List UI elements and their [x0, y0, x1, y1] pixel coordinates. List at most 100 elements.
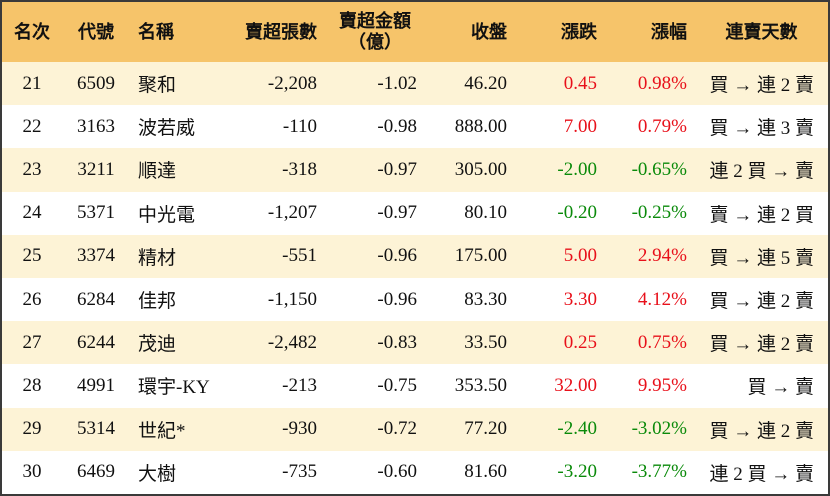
cell-name: 聚和 [130, 62, 225, 106]
table-body: 21 6509 聚和 -2,208 -1.02 46.20 0.45 0.98% 買 → 連 2… [2, 62, 828, 494]
cell-code: 3374 [62, 234, 130, 278]
cell-net-sell-lots: -318 [225, 148, 325, 192]
cell-sell-streak: 買 → 連 5 賣 [695, 234, 828, 278]
cell-rank: 29 [2, 407, 62, 451]
cell-code: 5314 [62, 407, 130, 451]
cell-change: 7.00 [515, 105, 605, 149]
cell-change-pct: 0.98% [605, 62, 695, 106]
cell-net-sell-amount: -1.02 [325, 62, 425, 106]
cell-change: -2.00 [515, 148, 605, 192]
cell-rank: 23 [2, 148, 62, 192]
cell-sell-streak: 連 2 買 → 賣 [695, 148, 828, 192]
cell-net-sell-lots: -2,482 [225, 321, 325, 365]
cell-code: 6469 [62, 450, 130, 494]
cell-name: 順達 [130, 148, 225, 192]
cell-code: 6509 [62, 62, 130, 106]
cell-change-pct: 4.12% [605, 277, 695, 322]
table-row: 27 6244 茂迪 -2,482 -0.83 33.50 0.25 0.75% 買 → 連 2… [2, 321, 828, 365]
cell-name: 環宇-KY [130, 364, 225, 408]
cell-sell-streak: 連 2 買 → 賣 [695, 450, 828, 494]
table-row: 22 3163 波若威 -110 -0.98 888.00 7.00 0.79% 買 → 連 3… [2, 105, 828, 149]
cell-sell-streak: 買 → 賣 [695, 364, 828, 408]
cell-name: 中光電 [130, 191, 225, 235]
header-change-pct: 漲幅 [605, 2, 695, 62]
cell-change-pct: 0.75% [605, 321, 695, 365]
cell-change-pct: 9.95% [605, 364, 695, 408]
cell-sell-streak: 買 → 連 3 賣 [695, 105, 828, 149]
cell-net-sell-lots: -2,208 [225, 62, 325, 106]
cell-close: 77.20 [425, 407, 515, 451]
cell-code: 4991 [62, 364, 130, 408]
cell-close: 33.50 [425, 321, 515, 365]
cell-code: 6284 [62, 277, 130, 322]
cell-net-sell-amount: -0.96 [325, 277, 425, 322]
cell-change: 0.45 [515, 62, 605, 106]
cell-sell-streak: 賣 → 連 2 買 [695, 191, 828, 235]
cell-change: -2.40 [515, 407, 605, 451]
cell-name: 大樹 [130, 450, 225, 494]
cell-sell-streak: 買 → 連 2 賣 [695, 321, 828, 365]
cell-close: 81.60 [425, 450, 515, 494]
cell-change: 3.30 [515, 277, 605, 322]
header-net-sell-lots: 賣超張數 [225, 2, 325, 62]
cell-rank: 28 [2, 364, 62, 408]
cell-change: 5.00 [515, 234, 605, 278]
cell-close: 353.50 [425, 364, 515, 408]
cell-net-sell-lots: -930 [225, 407, 325, 451]
table-row: 28 4991 環宇-KY -213 -0.75 353.50 32.00 9.95% 買 → … [2, 364, 828, 408]
cell-rank: 30 [2, 450, 62, 494]
cell-close: 175.00 [425, 234, 515, 278]
header-name: 名稱 [130, 2, 225, 62]
cell-change-pct: -0.65% [605, 148, 695, 192]
cell-name: 波若威 [130, 105, 225, 149]
table-row: 23 3211 順達 -318 -0.97 305.00 -2.00 -0.65% 連 2 買 … [2, 148, 828, 192]
cell-net-sell-lots: -1,207 [225, 191, 325, 235]
cell-net-sell-amount: -0.60 [325, 450, 425, 494]
cell-net-sell-lots: -735 [225, 450, 325, 494]
cell-net-sell-amount: -0.98 [325, 105, 425, 149]
cell-rank: 22 [2, 105, 62, 149]
cell-rank: 25 [2, 234, 62, 278]
cell-net-sell-amount: -0.97 [325, 148, 425, 192]
table-row: 21 6509 聚和 -2,208 -1.02 46.20 0.45 0.98% 買 → 連 2… [2, 62, 828, 106]
cell-code: 6244 [62, 321, 130, 365]
cell-net-sell-lots: -213 [225, 364, 325, 408]
cell-net-sell-lots: -1,150 [225, 277, 325, 322]
header-change: 漲跌 [515, 2, 605, 62]
cell-change: 32.00 [515, 364, 605, 408]
cell-rank: 24 [2, 191, 62, 235]
cell-close: 888.00 [425, 105, 515, 149]
cell-net-sell-lots: -110 [225, 105, 325, 149]
cell-name: 世紀* [130, 407, 225, 451]
cell-rank: 26 [2, 277, 62, 322]
cell-sell-streak: 買 → 連 2 賣 [695, 62, 828, 106]
table-row: 30 6469 大樹 -735 -0.60 81.60 -3.20 -3.77% 連 2 買 →… [2, 450, 828, 494]
table-row: 24 5371 中光電 -1,207 -0.97 80.10 -0.20 -0.25% 賣 → … [2, 191, 828, 235]
cell-net-sell-amount: -0.75 [325, 364, 425, 408]
cell-change-pct: 0.79% [605, 105, 695, 149]
header-rank: 名次 [2, 2, 62, 62]
cell-name: 佳邦 [130, 277, 225, 322]
header-code: 代號 [62, 2, 130, 62]
cell-rank: 27 [2, 321, 62, 365]
cell-name: 茂迪 [130, 321, 225, 365]
header-net-sell-amount: 賣超金額 （億） [325, 2, 425, 62]
cell-net-sell-amount: -0.96 [325, 234, 425, 278]
cell-net-sell-amount: -0.97 [325, 191, 425, 235]
cell-close: 305.00 [425, 148, 515, 192]
table-row: 26 6284 佳邦 -1,150 -0.96 83.30 3.30 4.12% 買 → 連 2… [2, 277, 828, 322]
header-close: 收盤 [425, 2, 515, 62]
table-row: 25 3374 精材 -551 -0.96 175.00 5.00 2.94% 買 → 連 5 … [2, 234, 828, 278]
cell-rank: 21 [2, 62, 62, 106]
cell-change-pct: -0.25% [605, 191, 695, 235]
cell-change-pct: 2.94% [605, 234, 695, 278]
cell-net-sell-amount: -0.83 [325, 321, 425, 365]
cell-change: -0.20 [515, 191, 605, 235]
cell-sell-streak: 買 → 連 2 賣 [695, 277, 828, 322]
cell-change: 0.25 [515, 321, 605, 365]
cell-close: 46.20 [425, 62, 515, 106]
cell-code: 5371 [62, 191, 130, 235]
cell-sell-streak: 買 → 連 2 賣 [695, 407, 828, 451]
